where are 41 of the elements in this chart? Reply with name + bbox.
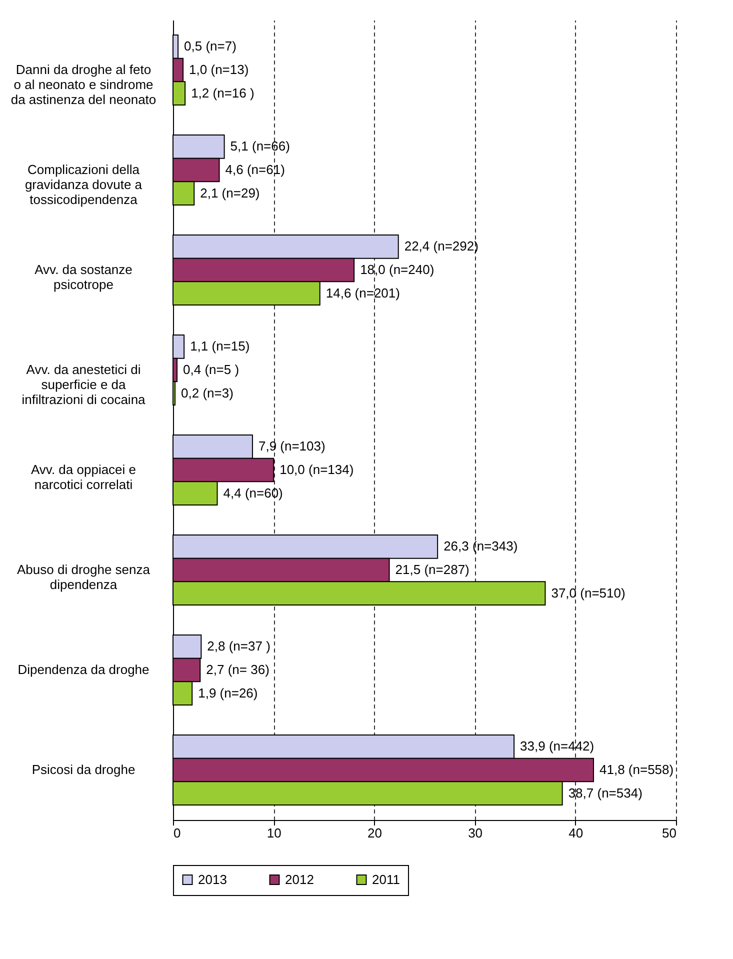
data-label: 0,5 (n=7) <box>184 38 236 54</box>
data-label: 2,8 (n=37 ) <box>207 638 270 654</box>
data-label: 10,0 (n=134) <box>280 462 354 477</box>
y-tick-label: Avv. da oppiacei e narcotici correlati <box>30 462 136 492</box>
data-label: 4,6 (n=61) <box>225 162 285 177</box>
data-label: 4,4 (n=60) <box>223 485 283 500</box>
data-label: 26,3 (n=343) <box>444 538 518 554</box>
y-tick-label: Danni da droghe al feto o al neonato e sindrome da astinenza del neonato <box>10 62 156 107</box>
x-tick-label: 30 <box>468 826 483 840</box>
data-label: 0,2 (n=3) <box>181 385 234 400</box>
y-tick-label: Avv. da sostanze psicotrope <box>34 262 132 292</box>
data-label: 18,0 (n=240) <box>360 262 434 277</box>
data-label: 21,5 (n=287) <box>395 562 470 577</box>
legend-label: 2011 <box>372 872 400 887</box>
y-tick-label: Avv. da anestetici di superficie e da infiltrazioni di cocaina <box>22 362 146 407</box>
legend-label: 2012 <box>285 872 314 887</box>
x-tick-label: 20 <box>367 826 382 840</box>
data-label: 41,8 (n=558) <box>600 762 674 777</box>
data-label: 1,2 (n=16 ) <box>191 85 254 100</box>
data-label: 1,0 (n=13) <box>189 62 249 77</box>
x-tick-label: 0 <box>174 826 181 840</box>
y-tick-label: Abuso di droghe senza dipendenza <box>17 562 151 592</box>
data-label: 0,4 (n=5 ) <box>183 362 240 377</box>
data-label: 5,1 (n=66) <box>230 138 290 154</box>
x-tick-label: 40 <box>568 826 584 840</box>
x-tick-label: 10 <box>266 826 282 840</box>
data-label: 37,0 (n=510) <box>551 585 626 600</box>
data-label: 2,7 (n= 36) <box>206 662 270 677</box>
data-label: 2,1 (n=29) <box>200 185 260 200</box>
y-tick-label: Dipendenza da droghe <box>18 662 150 677</box>
x-tick-label: 50 <box>662 826 676 840</box>
data-label: 22,4 (n=292) <box>404 238 478 254</box>
y-tick-label: Complicazioni della gravidanza dovute a tossicodipendenza <box>24 162 143 207</box>
data-label: 1,9 (n=26) <box>198 685 258 700</box>
data-label: 14,6 (n=201) <box>326 285 400 300</box>
data-label: 33,9 (n=442) <box>520 738 594 754</box>
data-label: 1,1 (n=15) <box>190 338 250 354</box>
data-label: 7,9 (n=103) <box>258 438 326 454</box>
legend-label: 2013 <box>198 872 227 887</box>
data-label: 38,7 (n=534) <box>568 785 642 800</box>
y-tick-label: Psicosi da droghe <box>32 762 136 777</box>
